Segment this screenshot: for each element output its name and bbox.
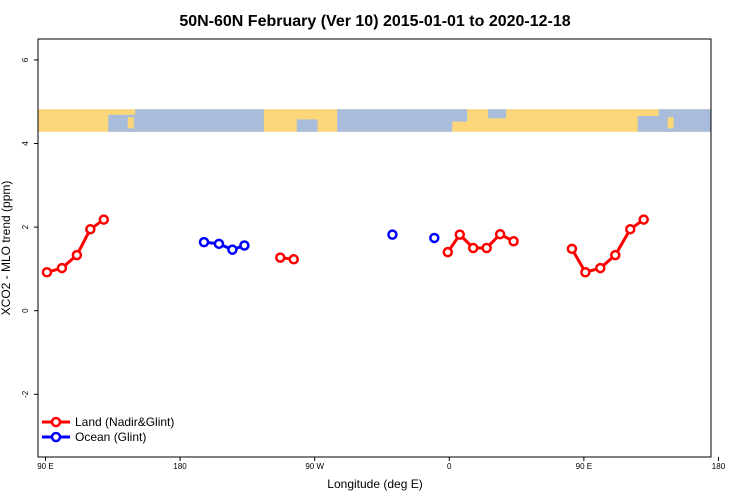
x-tick-label: 90 E: [37, 462, 53, 471]
x-tick-label: 180: [173, 462, 187, 471]
data-point: [56, 262, 68, 274]
data-point: [481, 242, 492, 254]
x-axis-label: Longitude (deg E): [327, 477, 422, 491]
data-point: [213, 238, 225, 250]
data-point: [566, 243, 578, 255]
legend-label: Land (Nadir&Glint): [75, 415, 174, 429]
data-point: [387, 229, 398, 240]
data-point: [198, 236, 210, 248]
data-point: [638, 214, 649, 225]
data-point: [580, 266, 591, 278]
x-tick-label: 0: [447, 462, 452, 471]
legend: Land (Nadir&Glint)Ocean (Glint): [42, 415, 174, 444]
x-axis: 90 E 180 90 W 0 90 E 180: [37, 457, 726, 471]
legend-label: Ocean (Glint): [75, 430, 146, 444]
y-axis: -2 0 2 4 6: [21, 57, 38, 398]
ocean-patch-baltic: [488, 109, 507, 119]
ocean-patch-north-sea: [452, 109, 468, 122]
series-layer: [41, 214, 649, 278]
data-point: [227, 244, 238, 255]
ocean-patch-okhotsk: [637, 115, 659, 132]
data-point: [275, 252, 286, 263]
ocean-patch-hudson: [296, 119, 318, 132]
y-tick-label: 0: [21, 308, 30, 313]
island-kamchatka: [127, 117, 134, 129]
data-point: [288, 254, 299, 265]
data-point: [508, 236, 519, 247]
x-tick-label: 90 W: [305, 462, 324, 471]
ocean-patch-bering: [658, 109, 711, 132]
island-kamchatka-east: [667, 117, 674, 129]
legend-marker: [50, 416, 62, 428]
plot-area: [37, 38, 712, 458]
ocean-patch-pacific-east: [209, 109, 264, 132]
data-point: [71, 249, 83, 261]
y-axis-label: XCO2 - MLO trend (ppm): [0, 181, 13, 316]
data-point: [454, 229, 465, 240]
y-tick-label: 6: [21, 57, 30, 62]
data-point: [429, 232, 440, 244]
x-tick-label: 180: [712, 462, 726, 471]
island-hudson: [317, 113, 321, 126]
data-point: [467, 242, 479, 254]
series-line: [203, 240, 245, 252]
y-tick-label: 4: [21, 141, 30, 146]
data-point: [85, 223, 96, 235]
data-point: [41, 266, 53, 278]
data-point: [442, 246, 454, 258]
data-point: [624, 223, 636, 235]
ocean-patch-atlantic: [337, 109, 453, 132]
data-point: [595, 262, 606, 274]
ocean-patch-pacific: [135, 109, 210, 132]
series-ocean: [198, 229, 440, 255]
legend-marker: [50, 431, 62, 443]
data-point: [98, 214, 110, 225]
y-tick-label: -2: [21, 390, 30, 398]
background-map-band: [38, 109, 711, 132]
chart-title: 50N-60N February (Ver 10) 2015-01-01 to …: [179, 13, 570, 30]
data-point: [494, 228, 506, 240]
data-point: [239, 240, 250, 251]
data-point: [610, 249, 621, 261]
y-tick-label: 2: [21, 224, 30, 229]
x-tick-label: 90 E: [576, 462, 592, 471]
series-land: [41, 214, 649, 278]
